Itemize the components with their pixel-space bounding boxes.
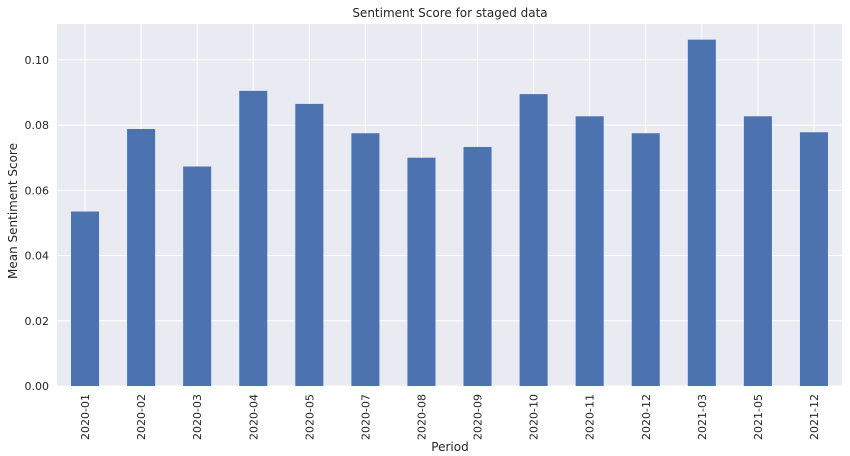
y-tick-label: 0.00: [25, 380, 50, 393]
plot-area: [57, 24, 842, 386]
bar-2020-05: [295, 103, 324, 386]
y-tick-label: 0.06: [25, 184, 50, 197]
bar-2020-01: [71, 211, 100, 386]
bar-2020-07: [351, 133, 380, 386]
x-tick-label: 2020-08: [415, 394, 428, 440]
bar-2021-03: [687, 39, 716, 386]
y-tick-label: 0.10: [25, 54, 50, 67]
bar-2020-10: [519, 94, 548, 386]
x-tick-label: 2020-04: [247, 394, 260, 440]
y-axis-label: Mean Sentiment Score: [6, 143, 20, 279]
x-axis-label: Period: [431, 440, 468, 454]
y-tick-label: 0.02: [25, 315, 50, 328]
bar-2021-05: [743, 116, 772, 386]
bar-2020-11: [575, 116, 604, 386]
x-tick-label: 2021-12: [808, 394, 821, 440]
x-tick-label: 2020-10: [528, 394, 541, 440]
bar-2020-12: [631, 133, 660, 386]
x-tick-label: 2020-11: [584, 394, 597, 440]
bar-2020-08: [407, 157, 436, 386]
bar-2021-12: [799, 132, 828, 386]
y-tick-label: 0.04: [25, 250, 50, 263]
x-tick-label: 2020-05: [303, 394, 316, 440]
bar-2020-02: [127, 129, 156, 386]
bar-2020-09: [463, 146, 492, 386]
x-tick-label: 2021-03: [696, 394, 709, 440]
y-tick-label: 0.08: [25, 119, 50, 132]
bar-2020-03: [183, 166, 212, 386]
x-tick-labels: 2020-01 2020-02 2020-03 2020-04 2020-05 2020-…: [79, 394, 821, 440]
x-tick-label: 2021-05: [752, 394, 765, 440]
bars: [71, 39, 828, 386]
bar-2020-04: [239, 90, 268, 386]
x-tick-label: 2020-01: [79, 394, 92, 440]
x-tick-label: 2020-09: [472, 394, 485, 440]
x-tick-label: 2020-12: [640, 394, 653, 440]
y-tick-labels: 0.00 0.02 0.04 0.06 0.08 0.10: [25, 54, 50, 393]
x-tick-label: 2020-07: [359, 394, 372, 440]
x-tick-label: 2020-03: [191, 394, 204, 440]
x-tick-label: 2020-02: [135, 394, 148, 440]
chart-title: Sentiment Score for staged data: [352, 6, 547, 20]
